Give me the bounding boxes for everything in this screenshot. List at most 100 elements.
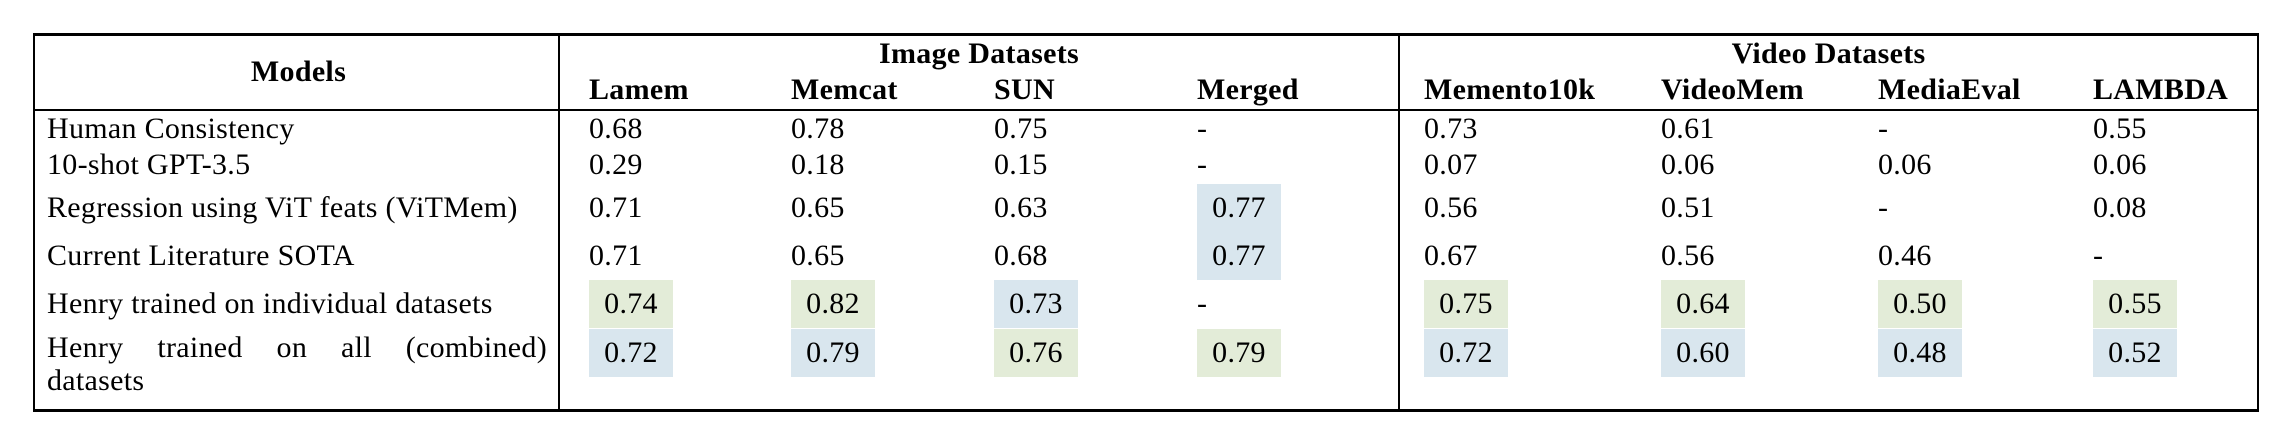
cell-value: - (1197, 148, 1208, 181)
cell-value: 0.71 (589, 238, 643, 272)
cell: 0.48 (1854, 328, 2069, 411)
cell-value: 0.68 (589, 111, 643, 145)
cell-value: 0.60 (1661, 328, 1745, 377)
cell-value: 0.78 (791, 111, 845, 145)
col-header-merged: Merged (1168, 71, 1399, 111)
col-header-videomem: VideoMem (1637, 71, 1854, 111)
cell-value: 0.82 (791, 280, 875, 328)
cell-value: 0.29 (589, 148, 643, 181)
cell: 0.73 (965, 280, 1168, 329)
cell: 0.77 (1168, 231, 1399, 280)
cell: 0.64 (1637, 280, 1854, 329)
cell: 0.29 (558, 146, 762, 184)
cell: - (1168, 280, 1399, 329)
row-label-line-2: datasets (47, 363, 145, 397)
cell-value: 0.75 (1424, 280, 1508, 328)
cell: 0.82 (762, 280, 965, 329)
cell-value: 0.07 (1424, 148, 1478, 181)
col-header-mediaeval: MediaEval (1854, 71, 2069, 111)
cell-value: 0.63 (994, 190, 1048, 224)
cell-value: 0.77 (1197, 231, 1281, 280)
cell-value: - (1878, 190, 1889, 224)
cell: 0.06 (1854, 147, 2069, 184)
cell-value: - (2093, 238, 2104, 272)
table-row: Henry trained on individual datasets 0.7… (34, 279, 2258, 329)
cell: 0.71 (558, 183, 762, 232)
cell: 0.63 (965, 184, 1168, 232)
cell: 0.76 (965, 328, 1168, 411)
cell-value: 0.73 (1424, 111, 1478, 145)
cell: 0.68 (558, 109, 762, 147)
cell-value: 0.06 (2093, 148, 2147, 181)
cell: 0.79 (1168, 328, 1399, 411)
cell: 0.61 (1637, 110, 1854, 147)
cell: 0.79 (762, 328, 965, 411)
cell-value: 0.06 (1878, 148, 1932, 181)
col-header-memento10k: Memento10k (1398, 71, 1637, 111)
cell-value: 0.71 (589, 190, 643, 224)
cell: 0.67 (1398, 231, 1637, 280)
group-header-video-datasets: Video Datasets (1397, 34, 2259, 72)
cell-value: 0.56 (1661, 238, 1715, 272)
cell-value: 0.65 (791, 238, 845, 272)
cell-value: 0.08 (2093, 190, 2147, 224)
cell-value: 0.68 (994, 238, 1048, 272)
results-table: Models Image Datasets Video Datasets Lam… (33, 33, 2260, 412)
table-row: Human Consistency 0.68 0.78 0.75 - 0.73 … (34, 109, 2258, 147)
table-row: Regression using ViT feats (ViTMem) 0.71… (34, 183, 2258, 232)
cell: 0.18 (762, 147, 965, 184)
cell-value: 0.74 (589, 280, 673, 328)
group-header-image-datasets: Image Datasets (558, 34, 1399, 72)
cell: 0.75 (1398, 279, 1637, 329)
cell: 0.77 (1168, 183, 1399, 232)
cell-value: 0.61 (1661, 111, 1715, 145)
cell-value: 0.79 (791, 328, 875, 377)
cell-value: 0.52 (2093, 328, 2177, 377)
cell-value: 0.79 (1197, 328, 1281, 377)
cell: - (1854, 184, 2069, 232)
cell: 0.72 (1398, 328, 1637, 411)
column-header-row: Lamem Memcat SUN Merged Memento10k Video… (34, 71, 2259, 111)
cell: 0.73 (1398, 109, 1637, 147)
cell: 0.71 (558, 231, 762, 280)
row-label: Henry trained on individual datasets (47, 287, 493, 320)
cell: 0.56 (1398, 183, 1637, 232)
cell: 0.06 (2069, 147, 2258, 184)
cell-value: 0.48 (1878, 328, 1962, 377)
cell-value: 0.73 (994, 280, 1078, 328)
models-column-header: Models (34, 34, 559, 111)
cell: - (2069, 232, 2258, 280)
cell: 0.68 (965, 232, 1168, 280)
cell-value: - (1197, 287, 1208, 320)
cell: 0.06 (1637, 147, 1854, 184)
cell-value: 0.75 (994, 111, 1048, 145)
cell: 0.78 (762, 110, 965, 147)
cell: 0.60 (1637, 328, 1854, 411)
cell: 0.65 (762, 184, 965, 232)
cell: 0.55 (2069, 110, 2258, 147)
cell-value: 0.67 (1424, 238, 1478, 272)
cell-value: 0.72 (1424, 328, 1508, 377)
cell-value: 0.51 (1661, 190, 1715, 224)
cell-value: 0.56 (1424, 190, 1478, 224)
cell-value: 0.72 (589, 328, 673, 377)
cell: 0.65 (762, 232, 965, 280)
group-header-row: Models Image Datasets Video Datasets (34, 34, 2259, 111)
cell-value: 0.50 (1878, 280, 1962, 328)
cell-value: 0.06 (1661, 148, 1715, 181)
cell-value: 0.64 (1661, 280, 1745, 328)
cell: 0.74 (558, 279, 762, 329)
cell: - (1168, 147, 1399, 184)
table-row: Current Literature SOTA 0.71 0.65 0.68 0… (34, 231, 2258, 280)
cell-value: 0.15 (994, 148, 1048, 181)
row-label: Human Consistency (47, 111, 295, 145)
cell: 0.07 (1398, 146, 1637, 184)
cell: 0.46 (1854, 232, 2069, 280)
col-header-memcat: Memcat (762, 71, 965, 111)
row-label: Regression using ViT feats (ViTMem) (47, 190, 518, 224)
cell: - (1168, 110, 1399, 147)
cell-value: - (1197, 111, 1208, 145)
cell-value: 0.77 (1197, 183, 1281, 232)
cell: 0.75 (965, 110, 1168, 147)
cell: 0.52 (2069, 328, 2258, 411)
